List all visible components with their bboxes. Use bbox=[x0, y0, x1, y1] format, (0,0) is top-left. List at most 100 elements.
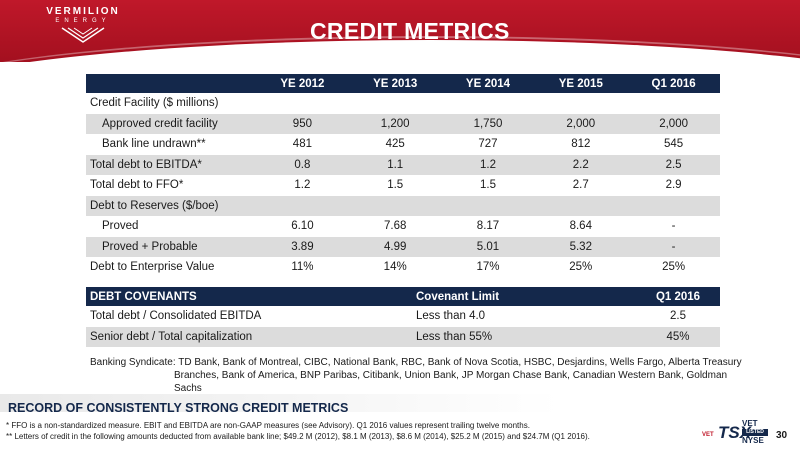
table-row: Total debt to FFO* 1.2 1.5 1.5 2.7 2.9 bbox=[86, 175, 720, 196]
table-row: Proved + Probable 3.89 4.99 5.01 5.32- bbox=[86, 236, 720, 257]
cell-value: 14% bbox=[383, 261, 407, 274]
row-label: Bank line undrawn** bbox=[102, 138, 206, 151]
header-banner bbox=[0, 0, 800, 62]
cell-value: - bbox=[627, 236, 720, 257]
ticker-vet-left: VET bbox=[702, 432, 714, 438]
debt-covenants-table: DEBT COVENANTS Covenant Limit Q1 2016 To… bbox=[86, 287, 720, 347]
cell-value: 3.89 bbox=[256, 236, 349, 257]
cell-value: 1.2 bbox=[294, 179, 311, 192]
metrics-col-header: YE 2015 bbox=[534, 74, 628, 93]
table-row: Senior debt / Total capitalization Less t… bbox=[86, 326, 720, 347]
cell-value: 1.2 bbox=[441, 154, 535, 175]
row-label: Debt to Enterprise Value bbox=[90, 261, 215, 274]
cell-value: 425 bbox=[385, 138, 405, 151]
metrics-col-header: YE 2014 bbox=[441, 74, 535, 93]
row-label: Total debt to EBITDA* bbox=[86, 154, 256, 175]
table-row: Credit Facility ($ millions) bbox=[86, 93, 720, 114]
banking-syndicate: Banking Syndicate: TD Bank, Bank of Mont… bbox=[90, 356, 750, 395]
cell-value: 25% bbox=[662, 261, 686, 274]
cell-value: 2.9 bbox=[665, 179, 682, 192]
row-label: Total debt to FFO* bbox=[90, 179, 184, 192]
ticker-right: VET LISTED NYSE bbox=[742, 420, 768, 445]
header-arc-highlight bbox=[0, 36, 800, 62]
row-label: Proved + Probable bbox=[86, 236, 256, 257]
cell-value: 2.7 bbox=[572, 179, 589, 192]
covenant-limit: Less than 55% bbox=[416, 326, 636, 347]
table-row: Debt to Reserves ($/boe) bbox=[86, 195, 720, 216]
cell-value bbox=[534, 93, 627, 114]
cell-value: 1.1 bbox=[348, 154, 442, 175]
row-label: Credit Facility ($ millions) bbox=[90, 97, 219, 110]
row-label: Debt to Reserves ($/boe) bbox=[86, 195, 256, 216]
covenant-value: 2.5 bbox=[670, 310, 686, 323]
cell-value bbox=[627, 93, 720, 114]
covenants-header-row: DEBT COVENANTS Covenant Limit Q1 2016 bbox=[86, 287, 720, 306]
cell-value bbox=[256, 195, 349, 216]
cell-value bbox=[256, 93, 349, 114]
cell-value: 8.17 bbox=[476, 220, 500, 233]
covenant-limit: Less than 4.0 bbox=[416, 310, 486, 323]
cell-value bbox=[349, 93, 442, 114]
ticker-nyse: NYSE bbox=[742, 436, 764, 445]
metrics-col-header: YE 2012 bbox=[256, 74, 349, 93]
metrics-header-row: YE 2012 YE 2013 YE 2014 YE 2015 Q1 2016 bbox=[86, 74, 720, 93]
cell-value bbox=[534, 195, 628, 216]
cell-value: 11% bbox=[291, 261, 314, 274]
headline-bar bbox=[0, 394, 800, 412]
cell-value: 4.99 bbox=[348, 236, 442, 257]
cell-value: 25% bbox=[569, 261, 593, 274]
cell-value: 950 bbox=[256, 113, 349, 134]
table-row: Bank line undrawn** 481 425 727 812 545 bbox=[86, 134, 720, 155]
cell-value: 2,000 bbox=[534, 113, 628, 134]
covenant-label: Senior debt / Total capitalization bbox=[86, 326, 416, 347]
cell-value: 545 bbox=[664, 138, 684, 151]
cell-value: 2,000 bbox=[627, 113, 720, 134]
logo-mark-icon bbox=[61, 27, 105, 43]
cell-value: - bbox=[671, 220, 676, 233]
cell-value: 7.68 bbox=[384, 220, 407, 233]
headline: RECORD OF CONSISTENTLY STRONG CREDIT MET… bbox=[8, 401, 349, 415]
footnote-2: ** Letters of credit in the following am… bbox=[6, 432, 590, 441]
covenants-header: Q1 2016 bbox=[636, 287, 720, 306]
cell-value: 8.64 bbox=[569, 220, 592, 233]
cell-value: 5.32 bbox=[534, 236, 628, 257]
syndicate-line-1: Banking Syndicate: TD Bank, Bank of Mont… bbox=[90, 357, 742, 368]
covenants-header: DEBT COVENANTS bbox=[86, 287, 416, 306]
header-arc bbox=[0, 40, 800, 62]
cell-value: 1,200 bbox=[348, 113, 442, 134]
page-number: 30 bbox=[776, 430, 788, 441]
cell-value: 481 bbox=[292, 138, 312, 151]
cell-value: 1,750 bbox=[441, 113, 535, 134]
table-row: Proved 6.10 7.68 8.17 8.64 - bbox=[86, 216, 720, 237]
row-label: Approved credit facility bbox=[86, 113, 256, 134]
logo-name: VERMILION bbox=[46, 6, 120, 17]
footnotes: * FFO is a non-standardized measure. EBI… bbox=[6, 420, 706, 442]
cell-value: 727 bbox=[478, 138, 498, 151]
cell-value bbox=[627, 195, 720, 216]
cell-value: 2.5 bbox=[627, 154, 720, 175]
cell-value: 0.8 bbox=[256, 154, 349, 175]
row-label: Proved bbox=[102, 220, 139, 233]
footnote-1: * FFO is a non-standardized measure. EBI… bbox=[6, 421, 530, 430]
credit-metrics-table: YE 2012 YE 2013 YE 2014 YE 2015 Q1 2016 … bbox=[86, 74, 720, 278]
cell-value: 5.01 bbox=[441, 236, 535, 257]
cell-value: 6.10 bbox=[291, 220, 314, 233]
logo-sub: ENERGY bbox=[55, 18, 111, 24]
table-row: Approved credit facility 950 1,200 1,750 2,0… bbox=[86, 113, 720, 134]
cell-value: 2.2 bbox=[534, 154, 628, 175]
ticker-vet-right: VET bbox=[742, 419, 758, 428]
cell-value: 1.5 bbox=[479, 179, 496, 192]
cell-value bbox=[348, 195, 442, 216]
cell-value: 17% bbox=[476, 261, 500, 274]
ticker-tsx: TSX bbox=[718, 423, 752, 442]
table-row: Total debt / Consolidated EBITDA Less tha… bbox=[86, 306, 720, 327]
cell-value: 1.5 bbox=[387, 179, 404, 192]
metrics-header-blank bbox=[86, 74, 256, 93]
cell-value bbox=[442, 93, 535, 114]
vermilion-logo: VERMILION ENERGY bbox=[18, 6, 148, 56]
syndicate-line-2: Branches, Bank of America, BNP Paribas, … bbox=[174, 370, 728, 394]
exchange-ticker-logo: VET TSX VET LISTED NYSE bbox=[702, 418, 768, 446]
metrics-col-header: YE 2013 bbox=[348, 74, 442, 93]
cell-value: 812 bbox=[571, 138, 591, 151]
table-row: Debt to Enterprise Value 11% 14% 17% 25% 25% bbox=[86, 257, 720, 278]
